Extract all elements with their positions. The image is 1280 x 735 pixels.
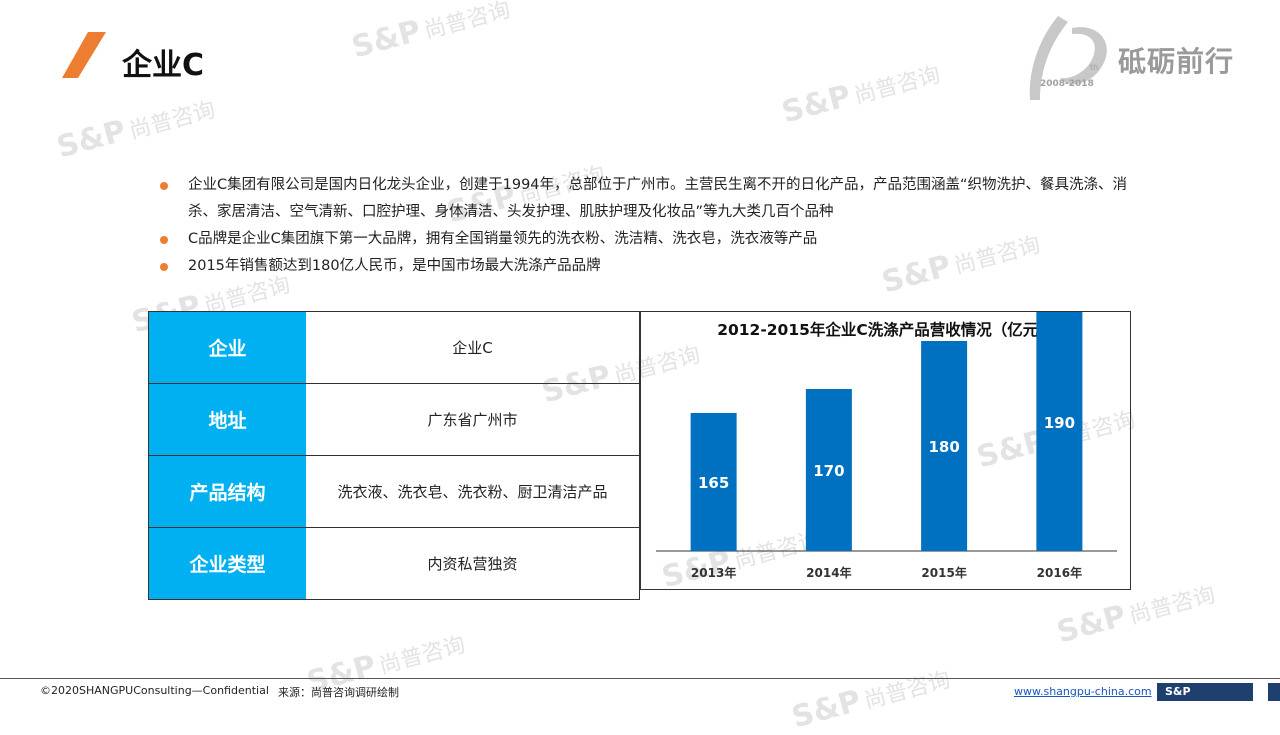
watermark: S&P尚普咨询 [348,0,514,66]
x-tick-label: 2015年 [921,565,966,580]
bullet-item: 企业C集团有限公司是国内日化龙头企业，创建于1994年，总部位于广州市。主营民生… [160,172,1150,226]
company-info-table: 企业 企业C 地址 广东省广州市 产品结构 洗衣液、洗衣皂、洗衣粉、厨卫清洁产品… [148,311,640,600]
table-value: 内资私营独资 [306,527,640,600]
table-row: 企业 企业C [148,311,640,384]
bullet-dot-icon [160,236,168,244]
watermark: S&P尚普咨询 [53,97,219,166]
anniversary-logo-icon: 2008-2018 th [1029,16,1107,100]
bullet-dot-icon [160,263,168,271]
chart-title: 2012-2015年企业C洗涤产品营收情况（亿元） [717,321,1054,339]
logo-th: th [1090,63,1098,72]
table-key: 企业类型 [148,527,306,600]
watermark: S&P尚普咨询 [778,62,944,131]
watermark: S&P尚普咨询 [788,667,954,735]
table-key: 地址 [148,383,306,456]
footer-link[interactable]: www.shangpu-china.com [1014,685,1152,698]
bar-value-label: 190 [1044,414,1075,432]
logo-slogan: 砥砺前行 [1118,45,1235,78]
chart-bar [805,389,852,551]
page-title: 企业C [122,48,205,83]
bullet-text: 2015年销售额达到180亿人民币，是中国市场最大洗涤产品品牌 [188,258,601,274]
chart-bar [1036,312,1083,551]
chart-bar [690,413,737,551]
table-value: 洗衣液、洗衣皂、洗衣粉、厨卫清洁产品 [306,455,640,528]
bar-value-label: 165 [698,474,729,492]
footer-badge: S&P [1157,683,1253,701]
bar-value-label: 170 [813,462,844,480]
table-row: 企业类型 内资私营独资 [148,527,640,600]
bullet-item: 2015年销售额达到180亿人民币，是中国市场最大洗涤产品品牌 [160,253,1150,280]
table-row: 产品结构 洗衣液、洗衣皂、洗衣粉、厨卫清洁产品 [148,455,640,528]
table-value: 企业C [306,311,640,384]
x-tick-label: 2014年 [806,565,851,580]
logo-years: 2008-2018 [1040,79,1094,89]
revenue-chart: 2012-2015年企业C洗涤产品营收情况（亿元） 165 2013年 170 201… [640,311,1131,590]
chart-bar [921,341,968,551]
bar-value-label: 180 [928,438,959,456]
bullet-dot-icon [160,182,168,190]
x-tick-label: 2016年 [1037,565,1082,580]
bullet-list: 企业C集团有限公司是国内日化龙头企业，创建于1994年，总部位于广州市。主营民生… [160,172,1150,280]
bullet-text: 企业C集团有限公司是国内日化龙头企业，创建于1994年，总部位于广州市。主营民生… [188,177,1128,220]
table-key: 企业 [148,311,306,384]
x-tick-label: 2013年 [691,565,736,580]
footer-source: 来源：尚普咨询调研绘制 [278,686,399,699]
footer-copyright: ©2020SHANGPUConsulting—Confidential [40,684,269,697]
bullet-item: C品牌是企业C集团旗下第一大品牌，拥有全国销量领先的洗衣粉、洗洁精、洗衣皂，洗衣… [160,226,1150,253]
bullet-text: C品牌是企业C集团旗下第一大品牌，拥有全国销量领先的洗衣粉、洗洁精、洗衣皂，洗衣… [188,231,818,247]
footer-tab [1268,683,1280,701]
accent-slash-icon [62,32,106,78]
table-value: 广东省广州市 [306,383,640,456]
bar-chart-svg: 165 2013年 170 2014年 180 2015年 190 2016年 [656,312,1117,580]
table-row: 地址 广东省广州市 [148,383,640,456]
table-key: 产品结构 [148,455,306,528]
footer-divider [0,678,1280,679]
